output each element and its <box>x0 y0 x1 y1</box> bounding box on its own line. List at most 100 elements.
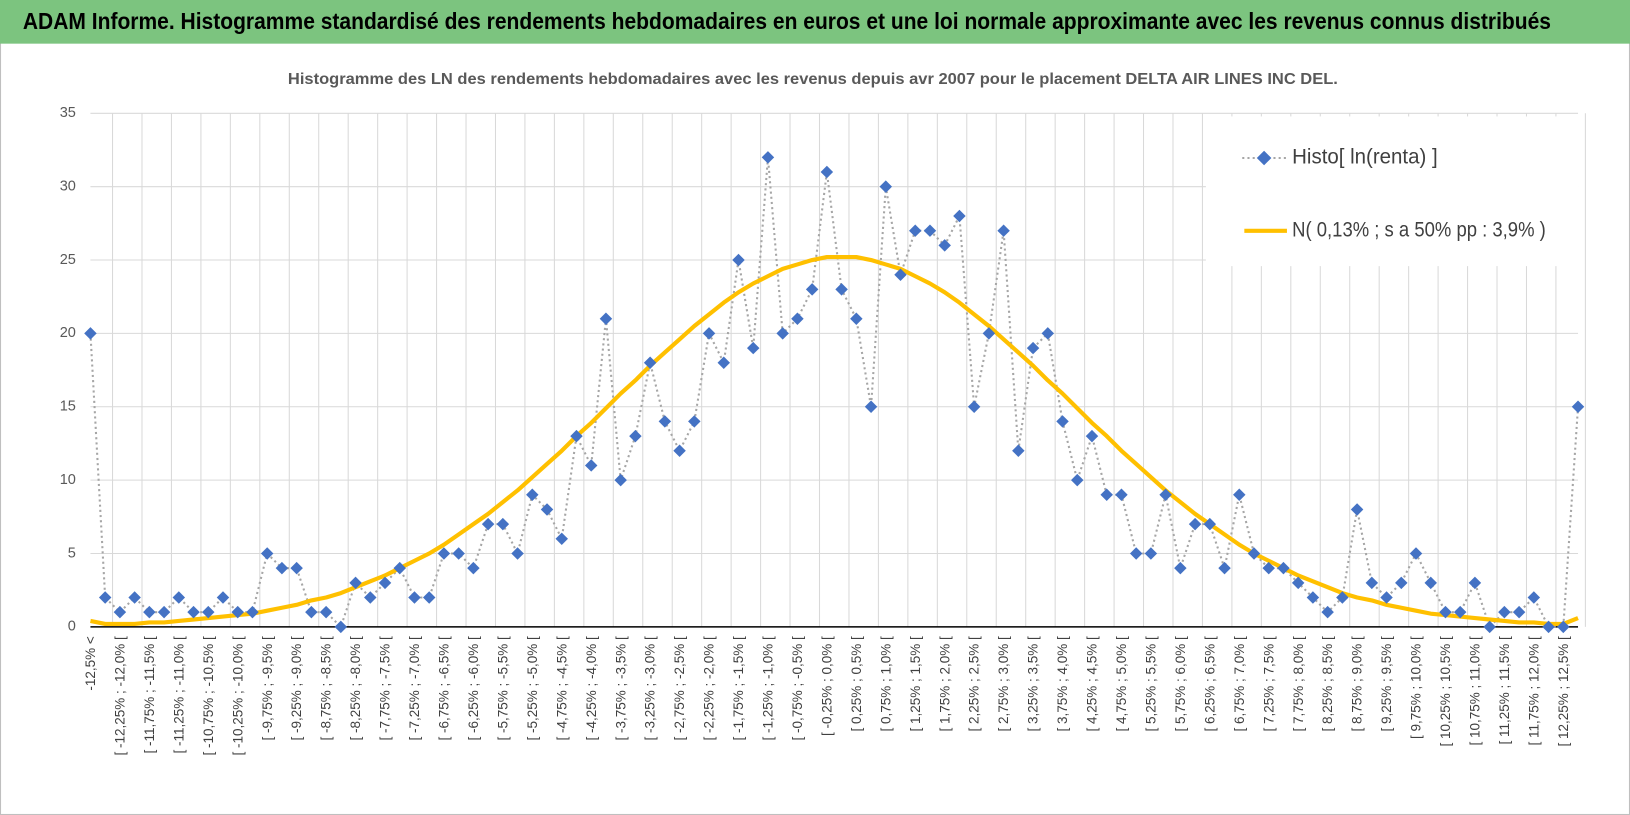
x-tick-label: [ -11,75% ; -11,5% [ <box>142 636 157 754</box>
legend: Histo[ ln(renta) ] N( 0,13% ; s a 50% pp … <box>1205 116 1579 267</box>
x-tick-label: -12,5% < <box>83 636 98 691</box>
legend-label: N( 0,13% ; s a 50% pp : 3,9% ) <box>1292 218 1546 241</box>
marker <box>526 488 539 502</box>
marker <box>570 429 583 443</box>
marker <box>1365 576 1379 590</box>
x-tick-label: [ -7,75% ; -7,5% [ <box>378 636 393 741</box>
x-tick-label: [ -5,25% ; -5,0% [ <box>525 636 540 741</box>
marker <box>938 239 951 252</box>
marker <box>1174 561 1187 575</box>
x-tick-label: [ -7,25% ; -7,0% [ <box>407 636 422 741</box>
x-tick-label: [ 5,25% ; 5,5% [ <box>1143 636 1158 732</box>
x-tick-label: [ -6,75% ; -6,5% [ <box>437 636 452 741</box>
x-tick-label: [ 1,25% ; 1,5% [ <box>908 636 923 732</box>
marker <box>761 151 775 164</box>
marker <box>260 547 274 560</box>
marker <box>1291 576 1305 590</box>
marker <box>967 400 981 413</box>
series-line <box>90 255 1579 626</box>
x-tick-label: [ 2,25% ; 2,5% [ <box>967 636 982 732</box>
x-tick-label: [ 11,75% ; 12,0% [ <box>1526 636 1541 746</box>
marker <box>290 561 303 575</box>
marker <box>879 180 893 193</box>
marker <box>658 415 672 428</box>
x-tick-label: [ 4,75% ; 5,0% [ <box>1114 636 1129 732</box>
marker <box>1527 591 1541 604</box>
x-tick-label: [ -2,25% ; -2,0% [ <box>702 636 717 741</box>
marker <box>746 341 760 355</box>
x-tick-label: [ 3,25% ; 3,5% [ <box>1026 636 1041 732</box>
y-tick-label: 15 <box>60 399 76 415</box>
x-tick-label: [ -0,25% ; 0,0% [ <box>819 636 834 736</box>
marker <box>1468 576 1482 590</box>
x-tick-label: [ -1,25% ; -1,0% [ <box>761 636 776 741</box>
marker <box>894 268 907 281</box>
marker <box>1380 591 1393 604</box>
marker <box>1256 150 1272 166</box>
marker <box>614 473 627 487</box>
y-tick-label: 25 <box>60 252 76 268</box>
x-tick-label: [ -2,75% ; -2,5% [ <box>672 636 687 741</box>
marker <box>717 356 731 369</box>
y-tick-label: 35 <box>60 105 76 121</box>
x-tick-label: [ -10,75% ; -10,5% [ <box>201 636 216 756</box>
marker <box>1306 591 1320 604</box>
x-tick-label: [ 7,75% ; 8,0% [ <box>1291 636 1306 732</box>
marker <box>364 591 377 604</box>
x-tick-label: [ 9,75% ; 10,0% [ <box>1409 636 1424 739</box>
marker <box>584 459 598 472</box>
x-tick-label: [ 0,75% ; 1,0% [ <box>878 636 893 732</box>
x-tick-label: [ 4,25% ; 4,5% [ <box>1085 636 1100 732</box>
marker <box>452 547 465 560</box>
x-tick-label: [ -11,25% ; -11,0% [ <box>171 636 186 754</box>
x-tick-label: [ -5,75% ; -5,5% [ <box>495 636 510 741</box>
marker <box>275 561 289 575</box>
marker <box>422 591 436 604</box>
marker <box>820 165 834 179</box>
marker <box>1159 488 1172 502</box>
x-tick-label: [ 7,25% ; 7,5% [ <box>1261 636 1276 732</box>
marker <box>496 517 510 531</box>
marker <box>511 547 524 560</box>
header-bar <box>0 0 1630 44</box>
x-tick-label: [ 9,25% ; 9,5% [ <box>1379 636 1394 732</box>
marker <box>1071 473 1084 487</box>
marker <box>1203 517 1217 531</box>
marker <box>1100 488 1113 502</box>
x-tick-label: [ 11,25% ; 11,5% [ <box>1497 636 1512 745</box>
marker <box>1424 576 1437 590</box>
marker <box>997 224 1010 237</box>
marker <box>378 576 392 590</box>
x-tick-label: [ 10,25% ; 10,5% [ <box>1438 636 1453 747</box>
marker <box>1144 547 1158 560</box>
plot <box>84 151 1585 634</box>
marker <box>1188 517 1202 531</box>
x-tick-label: [ 6,75% ; 7,0% [ <box>1232 636 1247 732</box>
marker <box>1571 400 1585 413</box>
x-tick-label: [ -10,25% ; -10,0% [ <box>230 636 245 756</box>
marker <box>1395 576 1408 590</box>
marker <box>1247 547 1261 560</box>
marker <box>1056 415 1069 428</box>
marker <box>776 327 789 340</box>
y-tick-label: 30 <box>60 179 76 195</box>
marker <box>349 576 362 590</box>
y-tick-label: 10 <box>60 472 76 488</box>
x-tick-label: [ 10,75% ; 11,0% [ <box>1468 636 1483 746</box>
marker <box>1041 327 1055 340</box>
marker <box>1336 591 1349 604</box>
x-tick-label: [ 2,75% ; 3,0% [ <box>996 636 1011 732</box>
chart-title: Histogramme des LN des rendements hebdom… <box>288 71 1338 88</box>
marker <box>688 415 701 428</box>
marker <box>1262 561 1275 575</box>
marker <box>1218 561 1231 575</box>
x-tick-label: [ -0,75% ; -0,5% [ <box>790 636 805 741</box>
marker <box>1233 488 1246 502</box>
grid: 0 5 10 15 20 25 30 35 -12,5% < [ -12,25% ; -12,0%… <box>60 105 1586 756</box>
marker <box>1085 429 1099 443</box>
header-title: ADAM Informe. Histogramme standardisé de… <box>23 8 1551 34</box>
x-tick-label: [ 6,25% ; 6,5% [ <box>1202 636 1217 732</box>
x-tick-label: [ -9,25% ; -9,0% [ <box>289 636 304 741</box>
x-tick-label: [ -4,25% ; -4,0% [ <box>584 636 599 741</box>
